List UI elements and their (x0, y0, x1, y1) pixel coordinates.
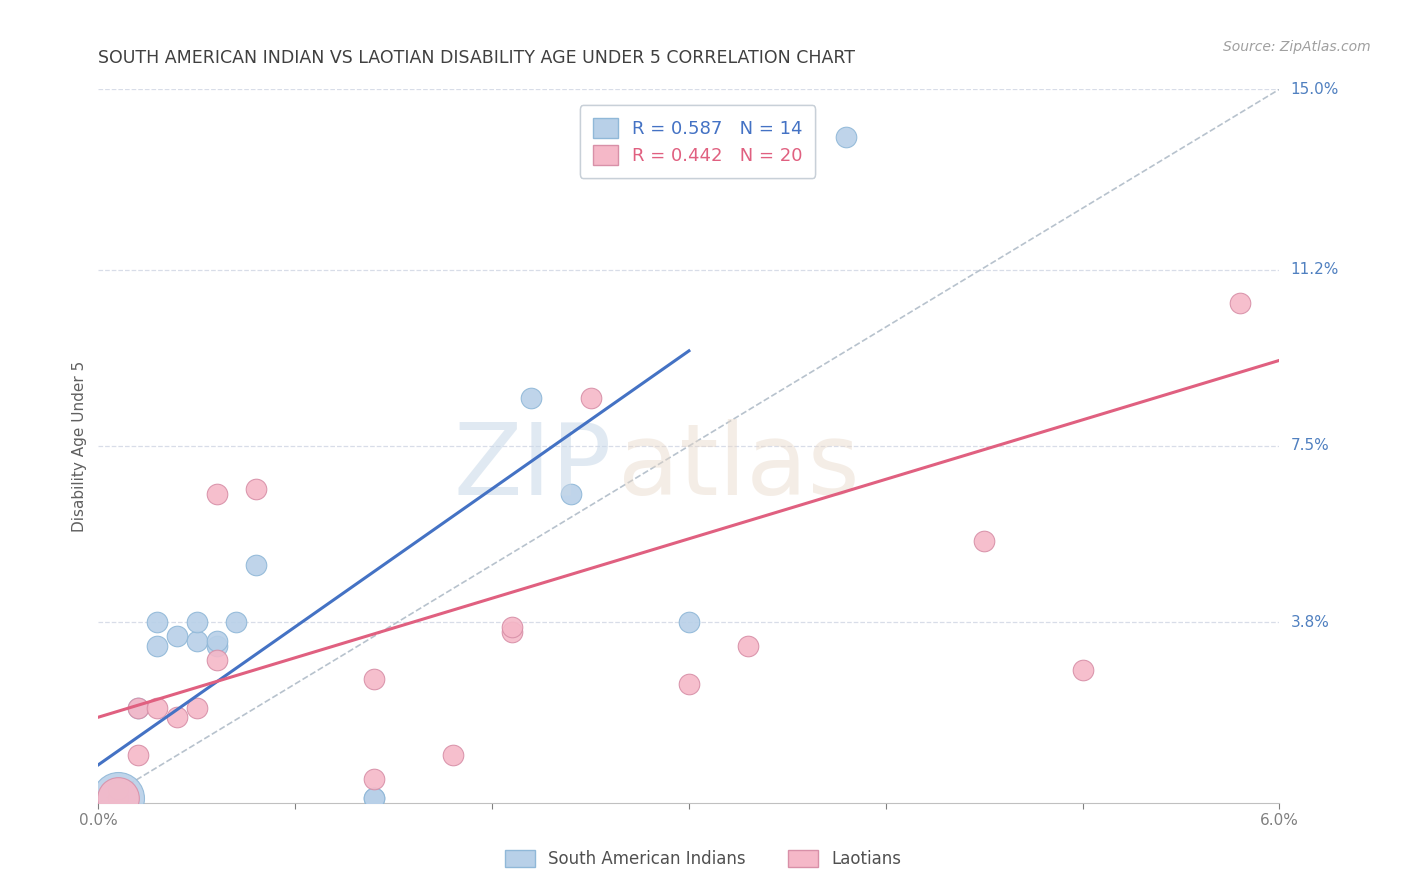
Point (107, 781, 129, 796)
Point (166, 629, 188, 643)
Text: ZIP: ZIP (454, 419, 612, 516)
Point (501, 620, 523, 634)
Point (678, 677, 700, 691)
Point (678, 615, 700, 629)
Point (205, 486, 228, 500)
Text: 3.8%: 3.8% (1291, 615, 1330, 630)
Text: 7.5%: 7.5% (1291, 439, 1329, 453)
Point (363, 791, 385, 805)
Point (127, 700, 149, 714)
Point (107, 791, 129, 805)
Point (205, 653, 228, 667)
Point (107, 791, 129, 805)
Point (205, 634, 228, 648)
Point (186, 634, 208, 648)
Point (520, 392, 543, 406)
Point (186, 615, 208, 629)
Point (225, 615, 247, 629)
Point (127, 700, 149, 714)
Text: 15.0%: 15.0% (1291, 82, 1339, 96)
Point (107, 791, 129, 805)
Point (441, 748, 464, 763)
Point (186, 700, 208, 714)
Point (1229, 296, 1251, 310)
Point (737, 639, 759, 653)
Point (245, 482, 267, 496)
Point (363, 772, 385, 786)
Text: Source: ZipAtlas.com: Source: ZipAtlas.com (1223, 40, 1371, 54)
Point (107, 781, 129, 796)
Point (166, 710, 188, 724)
Y-axis label: Disability Age Under 5: Disability Age Under 5 (72, 360, 87, 532)
Point (363, 672, 385, 686)
Point (1071, 663, 1094, 677)
Point (107, 791, 129, 805)
Point (501, 624, 523, 639)
Point (205, 639, 228, 653)
Text: 11.2%: 11.2% (1291, 262, 1339, 277)
Point (973, 534, 995, 549)
Point (245, 558, 267, 572)
Point (579, 392, 602, 406)
Point (560, 486, 582, 500)
Text: atlas: atlas (619, 419, 859, 516)
Text: SOUTH AMERICAN INDIAN VS LAOTIAN DISABILITY AGE UNDER 5 CORRELATION CHART: SOUTH AMERICAN INDIAN VS LAOTIAN DISABIL… (98, 49, 855, 67)
Point (835, 129, 858, 144)
Point (127, 748, 149, 763)
Point (363, 791, 385, 805)
Point (146, 639, 169, 653)
Legend: R = 0.587   N = 14, R = 0.442   N = 20: R = 0.587 N = 14, R = 0.442 N = 20 (579, 105, 815, 178)
Point (146, 615, 169, 629)
Point (146, 700, 169, 714)
Legend: South American Indians, Laotians: South American Indians, Laotians (498, 843, 908, 875)
